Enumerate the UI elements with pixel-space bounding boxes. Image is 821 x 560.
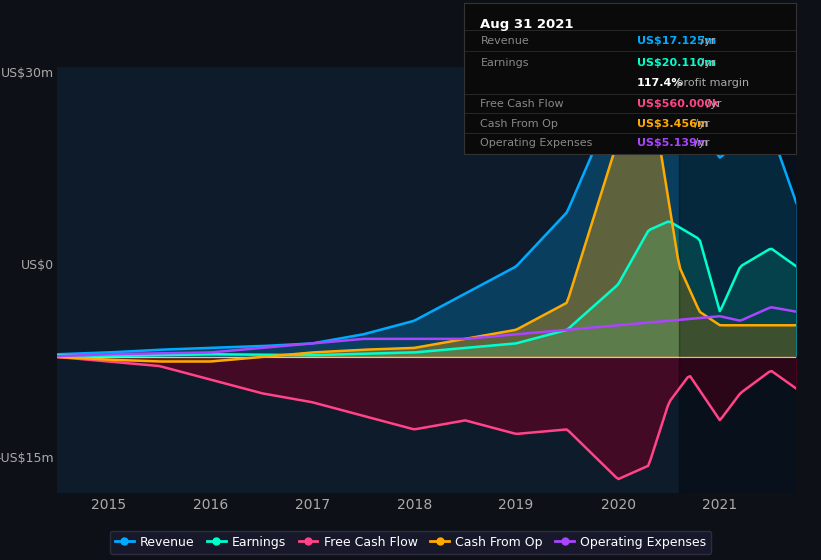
- Text: /yr: /yr: [696, 36, 715, 45]
- Bar: [679, 67, 796, 493]
- Text: /yr: /yr: [696, 58, 715, 68]
- Text: Earnings: Earnings: [480, 58, 529, 68]
- Text: /yr: /yr: [703, 99, 721, 109]
- Text: Cash From Op: Cash From Op: [480, 119, 558, 129]
- Text: US$30m: US$30m: [1, 67, 54, 80]
- Text: /yr: /yr: [690, 138, 709, 148]
- Text: US$560.000k: US$560.000k: [637, 99, 719, 109]
- Text: 117.4%: 117.4%: [637, 78, 683, 88]
- Text: Free Cash Flow: Free Cash Flow: [480, 99, 564, 109]
- Text: -US$15m: -US$15m: [0, 452, 54, 465]
- Text: profit margin: profit margin: [672, 78, 749, 88]
- Text: US$20.110m: US$20.110m: [637, 58, 716, 68]
- Text: US$3.456m: US$3.456m: [637, 119, 709, 129]
- Text: Aug 31 2021: Aug 31 2021: [480, 18, 574, 31]
- Text: US$0: US$0: [21, 259, 54, 272]
- Legend: Revenue, Earnings, Free Cash Flow, Cash From Op, Operating Expenses: Revenue, Earnings, Free Cash Flow, Cash …: [110, 531, 711, 554]
- Text: /yr: /yr: [690, 119, 709, 129]
- Text: US$17.125m: US$17.125m: [637, 36, 716, 45]
- Text: US$5.139m: US$5.139m: [637, 138, 709, 148]
- Text: Revenue: Revenue: [480, 36, 530, 45]
- Text: Operating Expenses: Operating Expenses: [480, 138, 593, 148]
